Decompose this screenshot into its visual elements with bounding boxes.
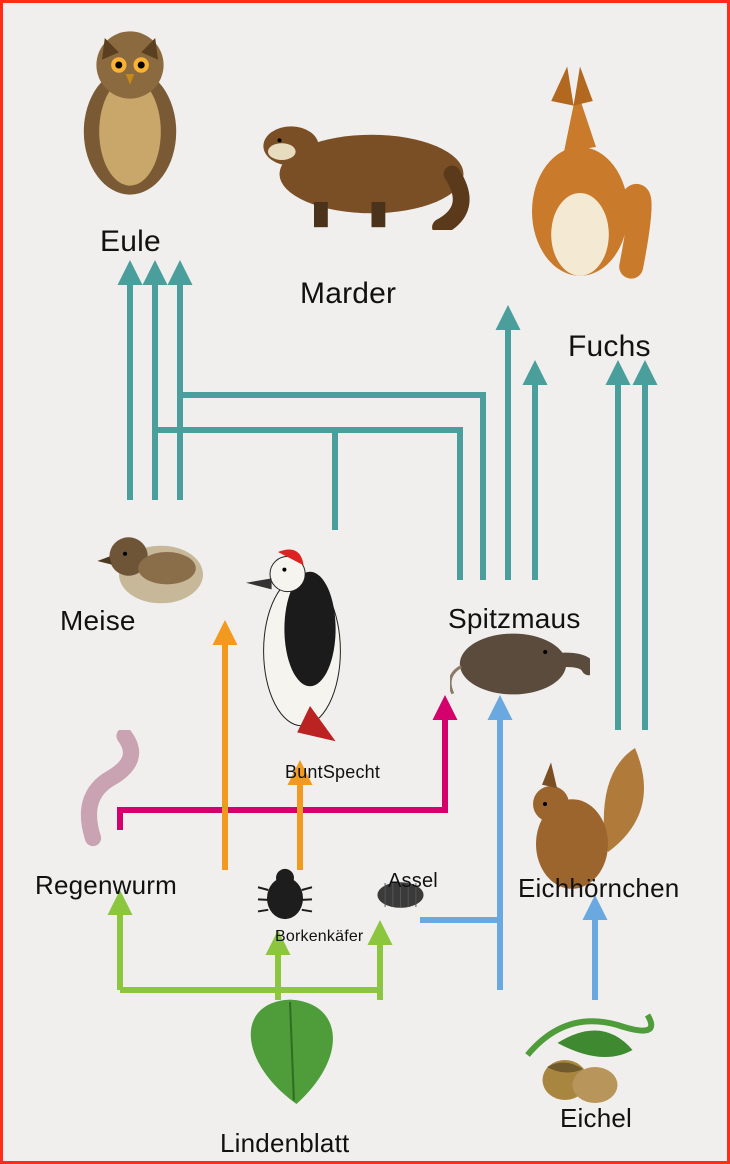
regenwurm-image <box>75 730 165 855</box>
fuchs-image <box>500 55 660 290</box>
meise-label: Meise <box>60 605 136 637</box>
eule-image <box>60 20 200 205</box>
food-web-diagram: Eule Marder Fuchs Meise BuntSpecht Spitzmaus E… <box>0 0 730 1164</box>
eichhoernchen-label: Eichhörnchen <box>518 873 679 904</box>
eichel-label: Eichel <box>560 1103 632 1134</box>
fuchs-label: Fuchs <box>568 330 651 364</box>
buntspecht-image <box>230 530 390 755</box>
eichel-image <box>520 1005 670 1110</box>
eule-label: Eule <box>100 225 161 259</box>
spitzmaus-label: Spitzmaus <box>448 603 581 635</box>
borkenkaefer-image <box>255 868 315 928</box>
assel-label: Assel <box>388 870 438 893</box>
marder-image <box>245 90 475 235</box>
lindenblatt-image <box>225 990 355 1115</box>
borkenkaefer-label: Borkenkäfer <box>275 928 363 946</box>
lindenblatt-label: Lindenblatt <box>220 1128 349 1159</box>
buntspecht-label: BuntSpecht <box>285 762 380 783</box>
regenwurm-label: Regenwurm <box>35 870 177 901</box>
marder-label: Marder <box>300 277 396 311</box>
